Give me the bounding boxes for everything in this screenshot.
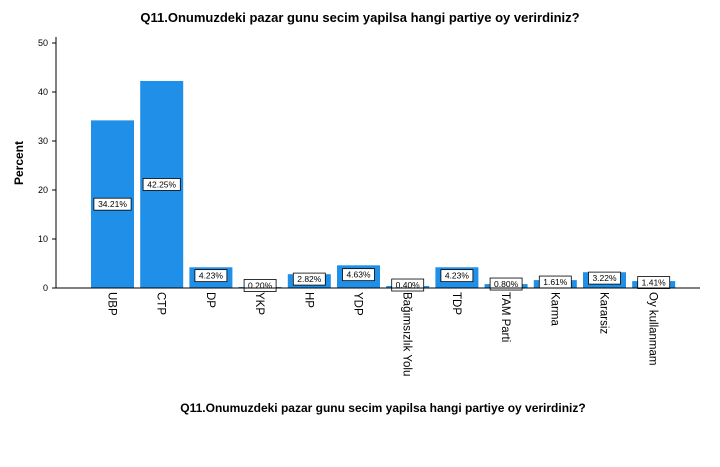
x-tick-label: UBP [106,292,118,316]
data-label-box [243,279,277,292]
x-tick-label: TAM Parti [499,292,511,342]
data-label: 0.20% [243,279,277,292]
data-labels: 34.21% 42.25% 4.23% 0.20% 2.82% 4.63% 0.40% 4.2… [93,178,671,292]
chart-title: Q11.Onumuzdeki pazar gunu secim yapilsa … [140,10,579,25]
y-tick-label: 50 [38,38,48,48]
data-label-text: 0.40% [396,280,421,290]
data-label-text: 3.22% [592,273,617,283]
data-label: 4.23% [440,269,474,283]
x-tick-label: YDP [352,292,364,316]
data-label-box [342,268,375,282]
data-label: 4.23% [194,269,228,283]
data-label-box [93,197,132,211]
y-tick-label: 0 [43,283,48,293]
data-label-text: 4.23% [445,271,470,281]
x-tick-label: DP [204,292,216,308]
x-tick-label: Oy kullanmam [647,292,659,366]
x-tick-label: HP [302,292,314,308]
data-label-text: 0.80% [494,279,519,289]
x-tick-label: CTP [155,292,167,315]
x-tick-label: TDP [450,292,462,315]
data-label-text: 4.23% [199,271,224,281]
data-label: 1.61% [538,275,572,289]
data-label: 1.41% [637,276,671,289]
y-tick-label: 40 [38,87,48,97]
data-label-text: 2.82% [297,274,322,284]
data-label-text: 34.21% [98,199,127,209]
data-label: 3.22% [588,271,621,285]
data-label-text: 1.41% [642,278,667,288]
data-label-box [637,276,671,289]
y-tick-label: 10 [38,234,48,244]
data-label-text: 42.25% [147,179,176,189]
data-label-text: 0.20% [248,281,273,291]
x-axis-categories: UBP CTP DP YKP HP YDP Bağımsızlık Yolu TDP TAM P… [106,292,659,376]
y-tick-label: 20 [38,185,48,195]
y-axis: 0 10 20 30 40 50 [38,37,57,293]
y-tick-label: 30 [38,136,48,146]
data-label: 0.80% [489,277,523,291]
data-label-box [588,271,621,285]
x-tick-label: Bağımsızlık Yolu [401,292,413,376]
x-tick-label: Karma [548,292,560,326]
x-axis-label: Q11.Onumuzdeki pazar gunu secim yapilsa … [180,401,585,415]
data-label: 4.63% [342,268,375,282]
y-axis-label: Percent [12,141,26,185]
data-label: 2.82% [292,272,326,286]
data-label: 34.21% [93,197,132,211]
data-label-text: 4.63% [346,270,371,280]
data-label-box [440,269,474,283]
x-tick-label: YKP [253,292,265,315]
data-label-text: 1.61% [543,277,568,287]
x-tick-label: Kararsiz [598,292,610,334]
data-label-box [142,178,181,191]
data-label: 0.40% [391,278,425,292]
data-label-box [489,277,523,291]
data-label-box [292,272,326,286]
data-label: 42.25% [142,178,181,191]
data-label-box [194,269,228,283]
